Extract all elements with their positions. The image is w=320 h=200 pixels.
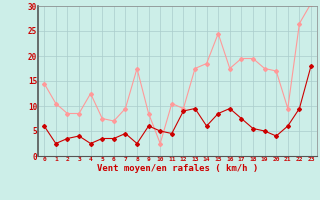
X-axis label: Vent moyen/en rafales ( km/h ): Vent moyen/en rafales ( km/h ) [97,164,258,173]
